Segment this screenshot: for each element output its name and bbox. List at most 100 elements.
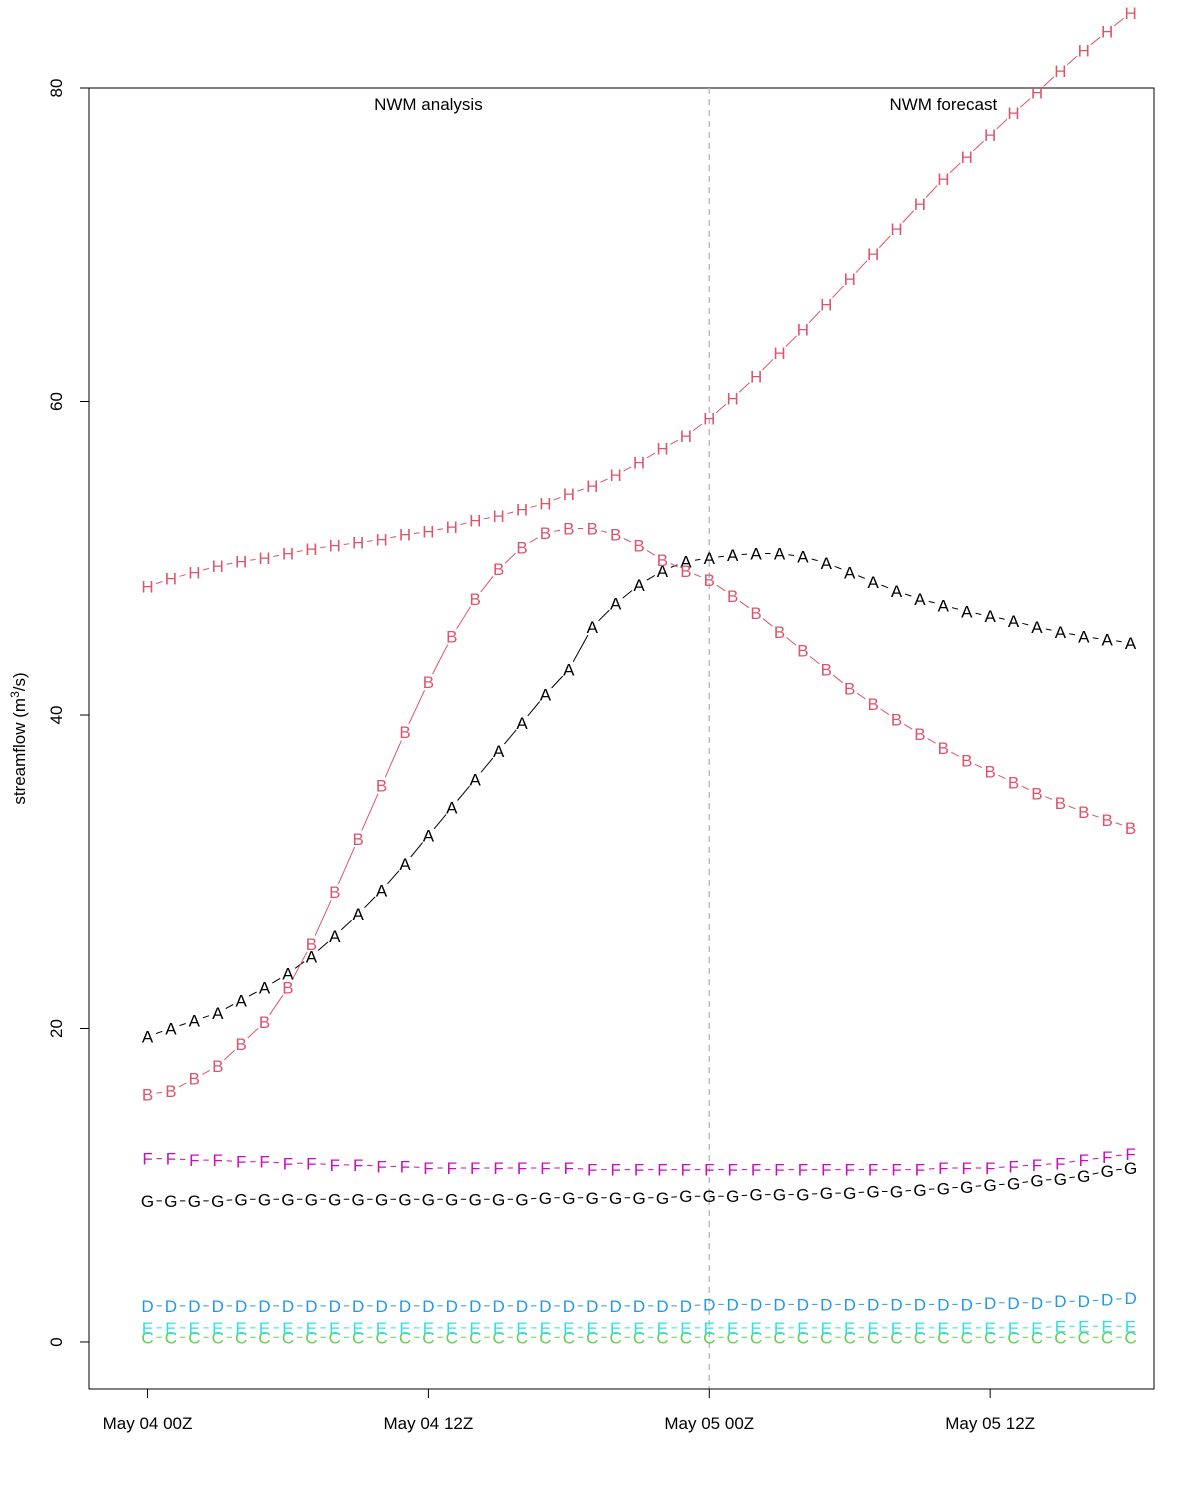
series-point-e: E	[844, 1319, 855, 1338]
series-point-c: C	[844, 1328, 856, 1347]
series-point-a: A	[353, 905, 365, 924]
series-point-f: F	[845, 1161, 855, 1180]
series-point-c: C	[656, 1328, 668, 1347]
series-point-a: A	[657, 562, 669, 581]
series-point-a: A	[446, 798, 458, 817]
series-point-e: E	[1055, 1317, 1066, 1336]
series-point-b: B	[282, 979, 293, 998]
series-point-g: G	[1077, 1167, 1090, 1186]
series-point-g: G	[796, 1186, 809, 1205]
series-point-b: B	[821, 661, 832, 680]
series-point-a: A	[633, 576, 645, 595]
series-point-h: H	[446, 518, 458, 537]
series-point-f: F	[868, 1161, 878, 1180]
series-point-g: G	[1054, 1170, 1067, 1189]
series-point-h: H	[844, 270, 856, 289]
series-point-h: H	[633, 454, 645, 473]
series-point-b: B	[329, 883, 340, 902]
series-point-c: C	[539, 1328, 551, 1347]
series-point-b: B	[704, 571, 715, 590]
series-point-b: B	[914, 725, 925, 744]
series-point-e: E	[1078, 1317, 1089, 1336]
series-point-b: B	[376, 777, 387, 796]
series-point-h: H	[797, 320, 809, 339]
series-point-a: A	[914, 590, 926, 609]
series-point-d: D	[141, 1297, 153, 1316]
series-point-h: H	[727, 389, 739, 408]
series-point-h: H	[469, 512, 481, 531]
series-point-f: F	[915, 1161, 925, 1180]
series-point-g: G	[726, 1187, 739, 1206]
series-point-h: H	[1007, 104, 1019, 123]
series-point-b: B	[610, 526, 621, 545]
series-point-c: C	[258, 1328, 270, 1347]
series-point-f: F	[142, 1150, 152, 1169]
series-point-a: A	[587, 618, 599, 637]
series-point-a: A	[750, 545, 762, 564]
series-point-a: A	[540, 686, 552, 705]
series-point-h: H	[141, 577, 153, 596]
series-point-c: C	[492, 1328, 504, 1347]
series-point-e: E	[1125, 1317, 1136, 1336]
series-point-g: G	[305, 1190, 318, 1209]
x-tick-label: May 05 00Z	[664, 1414, 754, 1433]
series-point-g: G	[235, 1190, 248, 1209]
series-point-d: D	[469, 1297, 481, 1316]
series-point-d: D	[492, 1297, 504, 1316]
series-point-b: B	[540, 524, 551, 543]
series-point-a: A	[844, 563, 856, 582]
series-point-b: B	[189, 1070, 200, 1089]
series-point-f: F	[1079, 1151, 1089, 1170]
series-point-c: C	[188, 1328, 200, 1347]
series-point-c: C	[750, 1328, 762, 1347]
series-point-b: B	[212, 1057, 223, 1076]
series-point-c: C	[446, 1328, 458, 1347]
series-point-b: B	[1055, 794, 1066, 813]
series-point-g: G	[164, 1192, 177, 1211]
series-point-e: E	[821, 1319, 832, 1338]
series-point-d: D	[633, 1297, 645, 1316]
series-point-f: F	[353, 1156, 363, 1175]
series-point-a: A	[376, 882, 388, 901]
series-point-a: A	[680, 552, 692, 571]
series-point-g: G	[1124, 1159, 1137, 1178]
series-point-h: H	[188, 563, 200, 582]
series-point-c: C	[235, 1328, 247, 1347]
series-point-b: B	[727, 587, 738, 606]
series-point-b: B	[657, 551, 668, 570]
series-line-b	[156, 528, 1123, 1094]
series-point-d: D	[1124, 1289, 1136, 1308]
series-point-d: D	[352, 1297, 364, 1316]
x-tick-label: May 04 12Z	[384, 1414, 474, 1433]
x-tick-label: May 05 12Z	[945, 1414, 1035, 1433]
y-axis-title: streamflow (m3/s)	[8, 672, 29, 804]
series-point-c: C	[797, 1328, 809, 1347]
series-point-c: C	[1124, 1328, 1136, 1347]
series-point-e: E	[493, 1319, 504, 1338]
series-point-h: H	[305, 540, 317, 559]
series-point-b: B	[938, 739, 949, 758]
series-point-c: C	[1054, 1328, 1066, 1347]
series-point-f: F	[985, 1159, 995, 1178]
series-point-c: C	[469, 1328, 481, 1347]
y-tick-label: 0	[47, 1337, 66, 1346]
series-point-h: H	[212, 557, 224, 576]
series-point-f: F	[657, 1161, 667, 1180]
series-point-c: C	[141, 1328, 153, 1347]
series-point-f: F	[1055, 1154, 1065, 1173]
series-point-d: D	[165, 1297, 177, 1316]
series-point-h: H	[375, 530, 387, 549]
series-point-a: A	[938, 596, 950, 615]
series-point-d: D	[563, 1297, 575, 1316]
series-line-f	[156, 1154, 1122, 1171]
series-point-e: E	[680, 1319, 691, 1338]
series-point-a: A	[1102, 631, 1114, 650]
series-point-e: E	[516, 1319, 527, 1338]
series-point-a: A	[142, 1027, 154, 1046]
series-point-e: E	[797, 1319, 808, 1338]
series-point-e: E	[235, 1319, 246, 1338]
series-point-f: F	[704, 1161, 714, 1180]
series-point-c: C	[680, 1328, 692, 1347]
series-point-a: A	[1008, 612, 1020, 631]
